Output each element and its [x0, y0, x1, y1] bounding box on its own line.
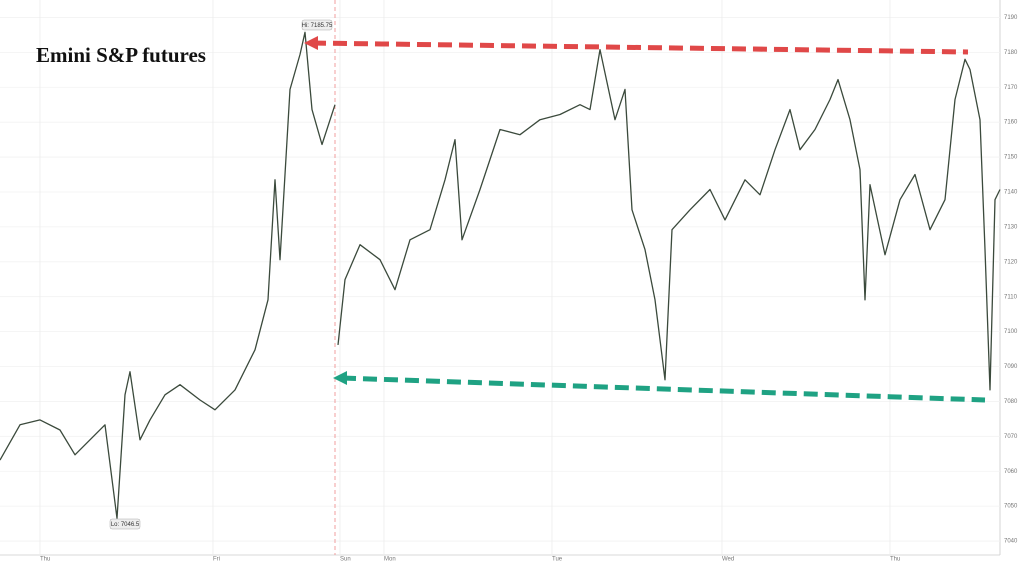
plot	[0, 31, 1001, 519]
chart-title: Emini S&P futures	[36, 43, 206, 67]
y-tick-label: 7100	[1004, 329, 1018, 335]
x-tick-label: Tue	[552, 557, 563, 562]
lo-box	[109, 518, 141, 530]
y-tick-label: 7140	[1004, 190, 1018, 196]
x-tick-label: Wed	[722, 557, 734, 562]
x-tick-label: Thu	[40, 557, 50, 562]
hi-box	[301, 19, 333, 31]
x-tick-label: Thu	[890, 557, 900, 562]
y-tick-label: 7080	[1004, 399, 1018, 405]
low-arrow	[341, 375, 986, 403]
y-tick-label: 7040	[1004, 539, 1018, 545]
price-line	[0, 31, 1001, 519]
y-tick-label: 7170	[1004, 85, 1018, 91]
y-tick-label: 7190	[1004, 15, 1018, 21]
y-tick-label: 7060	[1004, 469, 1018, 475]
x-tick-label: Fri	[213, 557, 220, 562]
lo-label: Lo: 7046.5	[111, 522, 140, 528]
y-tick-label: 7110	[1004, 294, 1018, 300]
y-tick-label: 7180	[1004, 50, 1018, 56]
high-arrowhead	[304, 36, 318, 50]
high-arrow	[311, 40, 969, 55]
x-tick-label: Mon	[384, 557, 396, 562]
y-tick-label: 7070	[1004, 434, 1018, 440]
y-tick-label: 7090	[1004, 364, 1018, 370]
y-tick-label: 7160	[1004, 120, 1018, 126]
y-tick-label: 7120	[1004, 259, 1018, 265]
y-tick-label: 7150	[1004, 155, 1018, 161]
y-tick-label: 7130	[1004, 224, 1018, 230]
hi-label: Hi: 7185.75	[302, 23, 333, 29]
low-arrowhead	[333, 371, 347, 385]
x-tick-label: Sun	[340, 557, 351, 562]
y-tick-label: 7050	[1004, 504, 1018, 510]
